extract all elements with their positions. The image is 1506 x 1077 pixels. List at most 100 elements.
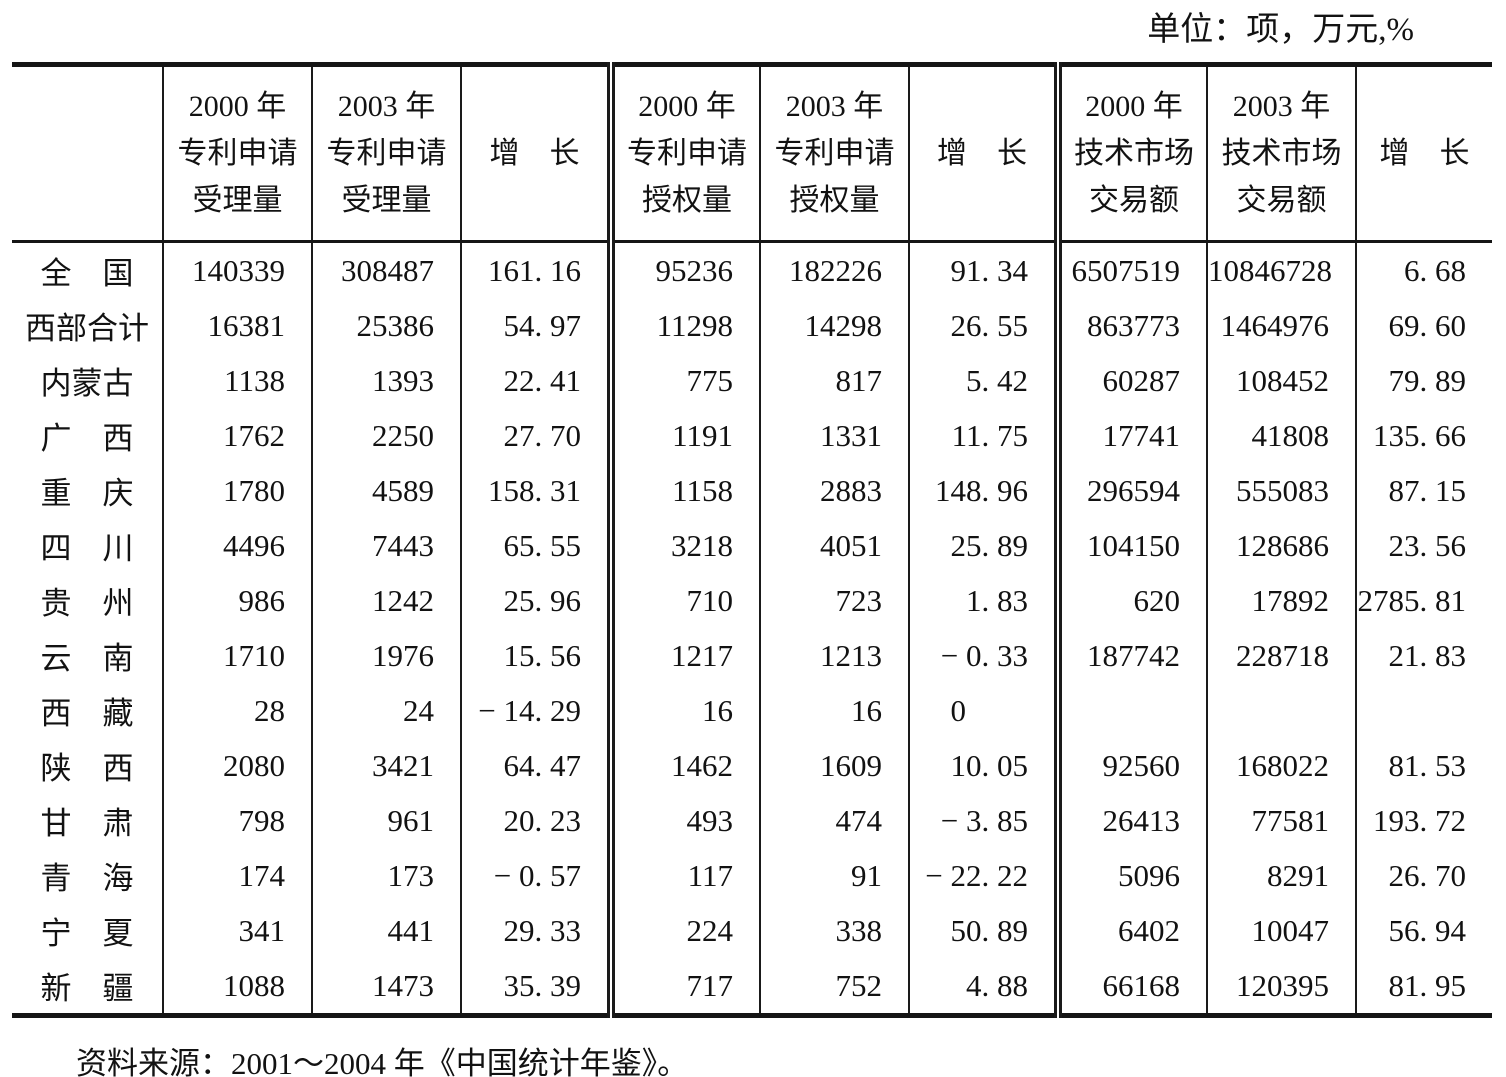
data-cell: 2883 [760,463,910,518]
data-cell: 64. 47 [461,738,612,793]
table-row: 内蒙古 1138 1393 22. 41 775 817 5. 42 60287 108452 7… [12,353,1492,408]
data-cell: 35. 39 [461,958,612,1016]
data-cell: 11298 [607,298,761,353]
data-cell: 1462 [607,738,761,793]
data-cell: 25386 [312,298,462,353]
statistics-table: 2000 年 专利申请 受理量 2003 年 专利申请 受理量 增 长 2000… [12,62,1492,1018]
data-cell: 128686 [1207,518,1357,573]
column-header-2000-applications: 2000 年 专利申请 受理量 [163,64,313,243]
data-cell: 555083 [1207,463,1357,518]
data-cell: 5096 [1054,848,1208,903]
data-cell: 66168 [1054,958,1208,1016]
data-cell: 11. 75 [909,408,1059,463]
table-row: 重 庆 1780 4589 158. 31 1158 2883 148. 96 296594 5… [12,463,1492,518]
data-cell: 60287 [1054,353,1208,408]
data-cell: 798 [163,793,313,848]
data-cell: 7443 [312,518,462,573]
data-cell: 1393 [312,353,462,408]
row-label: 广 西 [12,408,164,463]
data-cell: 3421 [312,738,462,793]
data-cell: 1976 [312,628,462,683]
data-cell: 493 [607,793,761,848]
data-cell: 22. 41 [461,353,612,408]
data-cell: 338 [760,903,910,958]
data-cell: 54. 97 [461,298,612,353]
data-cell: 50. 89 [909,903,1059,958]
data-cell: 1762 [163,408,313,463]
data-cell: 1191 [607,408,761,463]
column-header-2003-grants: 2003 年 专利申请 授权量 [760,64,910,243]
data-cell: 2785. 81 [1357,582,1467,618]
data-cell: 21. 83 [1388,637,1467,673]
data-cell: 1473 [312,958,462,1016]
table-body: 全 国 140339 308487 161. 16 95236 182226 91. 34 6… [12,241,1492,1016]
data-cell: 10. 05 [909,738,1059,793]
row-label: 新 疆 [12,958,164,1016]
data-cell: 108452 [1207,353,1357,408]
data-cell: 1609 [760,738,910,793]
data-cell: 69. 60 [1388,307,1467,343]
table-row: 新 疆 1088 1473 35. 39 717 752 4. 88 66168 120395 8… [12,958,1492,1016]
data-cell [1207,683,1357,738]
data-cell [1356,683,1492,738]
row-label: 云 南 [12,628,164,683]
row-label: 重 庆 [12,463,164,518]
data-cell: 441 [312,903,462,958]
data-cell: 135. 66 [1373,417,1466,453]
table-row: 甘 肃 798 961 20. 23 493 474− 3. 85 26413 77581 19… [12,793,1492,848]
unit-note: 单位：项，万元,% [1147,12,1414,48]
data-cell: 16381 [163,298,313,353]
data-cell: 161. 16 [461,241,612,298]
source-note: 资料来源：2001～2004 年《中国统计年鉴》。 [76,1046,689,1077]
data-cell: 91. 34 [909,241,1059,298]
data-cell: 6. 68 [1404,252,1466,288]
data-cell: 193. 72 [1373,802,1466,838]
data-cell: − 0. 57 [461,848,612,903]
data-cell: 710 [607,573,761,628]
data-cell: 1710 [163,628,313,683]
data-cell: 182226 [760,241,910,298]
data-cell: 148. 96 [909,463,1059,518]
data-cell: 10047 [1207,903,1357,958]
column-header-2000-grants: 2000 年 专利申请 授权量 [607,64,761,243]
data-cell: 120395 [1207,958,1357,1016]
data-cell: 341 [163,903,313,958]
row-label: 贵 州 [12,573,164,628]
data-cell: 25. 89 [909,518,1059,573]
data-cell: − 14. 29 [461,683,612,738]
table-row: 贵 州 986 1242 25. 96 710 723 1. 83 620 17892 2785.… [12,573,1492,628]
data-cell: 25. 96 [461,573,612,628]
data-cell: 228718 [1207,628,1357,683]
data-cell: 41808 [1207,408,1357,463]
data-cell: 173 [312,848,462,903]
row-label: 青 海 [12,848,164,903]
data-cell: 8291 [1207,848,1357,903]
data-cell: − 22. 22 [909,848,1059,903]
data-cell: 91 [760,848,910,903]
data-cell: 863773 [1054,298,1208,353]
row-label: 全 国 [12,241,164,298]
table-header: 2000 年 专利申请 受理量 2003 年 专利申请 受理量 增 长 2000… [12,64,1492,243]
data-cell: 2250 [312,408,462,463]
data-cell: 174 [163,848,313,903]
row-label: 西 藏 [12,683,164,738]
data-cell: 224 [607,903,761,958]
data-cell: 81. 53 [1388,747,1467,783]
data-cell: 95236 [607,241,761,298]
data-cell: 10846728 [1207,241,1357,298]
data-cell: 1331 [760,408,910,463]
data-cell: 87. 15 [1388,472,1467,508]
data-cell: 308487 [312,241,462,298]
column-header-2000-tech-market: 2000 年 技术市场 交易额 [1054,64,1208,243]
table-row: 全 国 140339 308487 161. 16 95236 182226 91. 34 6… [12,241,1492,298]
data-cell: 961 [312,793,462,848]
data-cell [1054,683,1208,738]
data-cell: 24 [312,683,462,738]
row-label: 甘 肃 [12,793,164,848]
data-cell: 16 [607,683,761,738]
data-cell: 1088 [163,958,313,1016]
data-cell: 1780 [163,463,313,518]
table-row: 宁 夏 341 441 29. 33 224 338 50. 89 6402 10047 56. … [12,903,1492,958]
data-cell: 14298 [760,298,910,353]
